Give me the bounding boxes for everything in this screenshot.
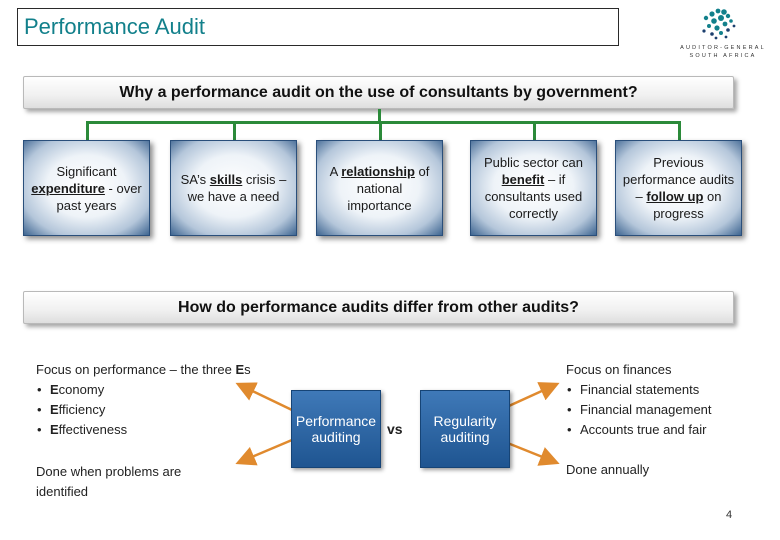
regularity-focus-list: Focus on finances Financial statements F…	[566, 360, 766, 480]
reason-card-follow-up: Previous performance audits – follow up …	[615, 140, 742, 236]
list-item: Financial statements	[566, 380, 766, 400]
page-title: Performance Audit	[24, 14, 205, 39]
logo-text: AUDITOR-GENERAL SOUTH AFRICA	[668, 44, 778, 60]
why-audit-heading: Why a performance audit on the use of co…	[119, 83, 638, 101]
differ-heading: How do performance audits differ from ot…	[178, 298, 579, 316]
vs-label: vs	[387, 421, 403, 437]
tree-stem	[378, 109, 381, 123]
agsa-logo	[702, 8, 736, 40]
tree-bar	[86, 121, 680, 124]
tree-drop-1	[86, 121, 89, 141]
why-audit-banner: Why a performance audit on the use of co…	[23, 76, 734, 109]
reason-card-benefit: Public sector can benefit – if consultan…	[470, 140, 597, 236]
page-number: 4	[726, 509, 733, 521]
list-item: Financial management	[566, 400, 766, 420]
tree-drop-2	[233, 121, 236, 141]
logo-line-1: AUDITOR-GENERAL	[680, 45, 766, 51]
regularity-intro: Focus on finances	[566, 362, 672, 377]
reason-card-relationship: A relationship of national importance	[316, 140, 443, 236]
list-item: Efficiency	[36, 400, 326, 420]
performance-focus-list: Focus on performance – the three Es Econ…	[36, 360, 326, 502]
regularity-auditing-box: Regularity auditing	[420, 390, 510, 468]
list-item: Effectiveness	[36, 420, 326, 440]
tree-drop-4	[533, 121, 536, 141]
differ-banner: How do performance audits differ from ot…	[23, 291, 734, 324]
performance-intro: Focus on performance – the three Es	[36, 362, 251, 377]
regularity-timing: Done annually	[566, 462, 650, 477]
reason-card-skills: SA’s skills crisis – we have a need	[170, 140, 297, 236]
tree-drop-3	[379, 121, 382, 141]
tree-drop-5	[678, 121, 681, 141]
title-frame	[17, 8, 619, 46]
reason-card-expenditure: Significant expenditure - over past year…	[23, 140, 150, 236]
list-item: Accounts true and fair	[566, 420, 766, 440]
logo-line-2: SOUTH AFRICA	[689, 53, 757, 59]
list-item: Economy	[36, 380, 326, 400]
performance-timing: Done when problems are identified	[36, 464, 182, 499]
performance-auditing-box: Performance auditing	[291, 390, 381, 468]
